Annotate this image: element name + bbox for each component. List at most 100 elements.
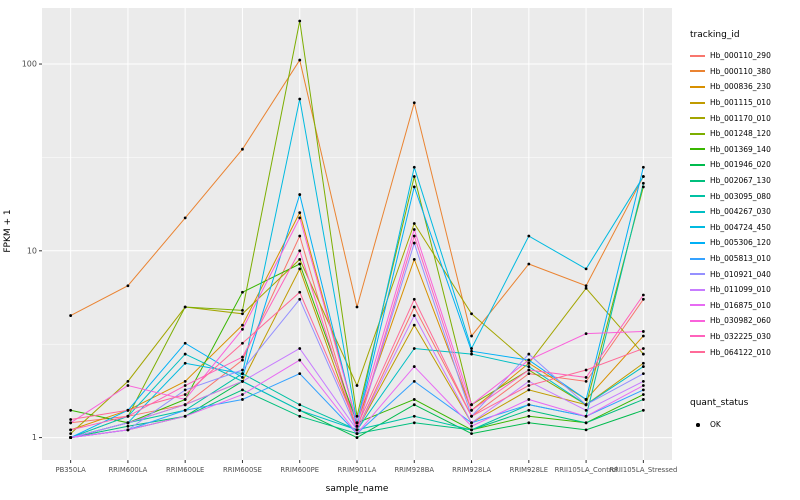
legend-item-Hb_001170_010: Hb_001170_010 — [690, 110, 798, 126]
data-point — [126, 428, 130, 432]
legend-key-line-icon — [690, 132, 705, 135]
legend-item-Hb_005306_120: Hb_005306_120 — [690, 235, 798, 251]
data-point — [584, 332, 588, 336]
data-point — [355, 414, 359, 418]
data-point — [355, 424, 359, 428]
data-point — [527, 372, 531, 376]
legend-tracking-id-title: tracking_id — [690, 30, 740, 40]
legend-key-line-icon — [690, 179, 705, 182]
data-point — [298, 257, 302, 261]
y-tick-label: 100 — [22, 60, 37, 69]
legend-item-Hb_001248_120: Hb_001248_120 — [690, 126, 798, 142]
data-point — [183, 216, 187, 220]
legend-key-line-icon — [690, 226, 705, 229]
data-point — [412, 414, 416, 418]
data-point — [470, 408, 473, 412]
data-point — [298, 347, 302, 350]
data-point — [527, 262, 531, 266]
data-point — [241, 368, 244, 372]
data-point — [298, 58, 302, 62]
data-point — [298, 19, 302, 23]
legend-item-Hb_000110_290: Hb_000110_290 — [690, 48, 798, 64]
data-point — [183, 305, 187, 309]
legend-item-Hb_010921_040: Hb_010921_040 — [690, 266, 798, 282]
data-point — [183, 361, 187, 365]
data-point — [641, 165, 645, 169]
data-point — [298, 267, 302, 271]
data-point — [470, 347, 473, 350]
data-point — [298, 262, 302, 266]
data-point — [241, 308, 244, 312]
data-point — [527, 408, 531, 412]
legend-item-label: Hb_000110_290 — [710, 51, 771, 61]
data-point — [355, 428, 359, 432]
data-point — [527, 365, 531, 368]
legend-item-label: Hb_011099_010 — [710, 285, 771, 295]
data-point — [527, 368, 531, 372]
data-point — [412, 175, 416, 178]
data-point — [412, 421, 416, 425]
data-point — [470, 349, 473, 353]
data-point — [241, 372, 244, 376]
data-point — [470, 432, 473, 436]
x-axis-title: sample_name — [325, 484, 389, 494]
x-tick-label: PB350LA — [55, 466, 86, 474]
data-point — [470, 403, 473, 407]
data-point — [69, 314, 73, 317]
data-point — [355, 421, 359, 425]
legend-item-label: Hb_001248_120 — [710, 129, 771, 139]
legend-key-line-icon — [690, 351, 705, 354]
data-point — [641, 347, 645, 350]
data-point — [470, 428, 473, 432]
data-point — [470, 421, 473, 425]
data-point — [126, 284, 130, 288]
data-point — [412, 305, 416, 309]
data-point — [126, 379, 130, 383]
legend-item-label: Hb_032225_030 — [710, 331, 771, 341]
data-point — [183, 352, 187, 356]
legend-item-Hb_004267_030: Hb_004267_030 — [690, 204, 798, 220]
legend-quant-status-title: quant_status — [690, 398, 749, 408]
legend-item-Hb_003095_080: Hb_003095_080 — [690, 188, 798, 204]
data-point — [241, 327, 244, 331]
data-point — [298, 414, 302, 418]
legend-item-Hb_001946_020: Hb_001946_020 — [690, 157, 798, 173]
legend-item-label: Hb_001946_020 — [710, 160, 771, 170]
data-point — [298, 358, 302, 362]
legend-item-Hb_000110_380: Hb_000110_380 — [690, 64, 798, 80]
legend-item-Hb_016875_010: Hb_016875_010 — [690, 298, 798, 314]
legend-item-Hb_011099_010: Hb_011099_010 — [690, 282, 798, 298]
data-point — [412, 297, 416, 301]
legend-item-label: Hb_010921_040 — [710, 269, 771, 279]
legend-key-line-icon — [690, 273, 705, 276]
data-point — [527, 379, 531, 383]
data-point — [298, 290, 302, 294]
data-point — [641, 175, 645, 178]
data-point — [584, 421, 588, 425]
legend-item-Hb_005813_010: Hb_005813_010 — [690, 251, 798, 267]
data-point — [527, 352, 531, 356]
data-point — [584, 403, 588, 407]
legend-item-Hb_000836_230: Hb_000836_230 — [690, 79, 798, 95]
data-point — [412, 185, 416, 189]
data-point — [412, 241, 416, 245]
data-point — [298, 97, 302, 101]
legend-key-line-icon — [690, 148, 705, 151]
legend-item-label: Hb_005813_010 — [710, 254, 771, 264]
data-point — [298, 193, 302, 196]
data-point — [412, 379, 416, 383]
legend-item-Hb_001115_010: Hb_001115_010 — [690, 95, 798, 111]
data-point — [69, 428, 73, 432]
x-tick-label: RRIM600LA — [108, 466, 147, 474]
data-point — [527, 421, 531, 425]
data-point — [641, 398, 645, 401]
data-point — [298, 216, 302, 220]
data-point — [241, 323, 244, 327]
legend-item-Hb_032225_030: Hb_032225_030 — [690, 329, 798, 345]
data-point — [412, 398, 416, 401]
data-point — [241, 341, 244, 345]
data-point — [355, 436, 359, 439]
data-point — [641, 379, 645, 383]
legend-key-line-icon — [690, 195, 705, 198]
data-point — [641, 185, 645, 189]
